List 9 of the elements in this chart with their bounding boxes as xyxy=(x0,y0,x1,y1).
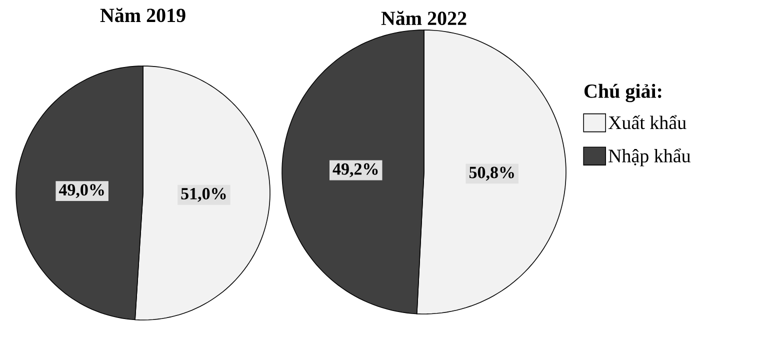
data-label: 49,2% xyxy=(332,163,378,178)
chart-title: Năm 2022 xyxy=(381,10,466,26)
data-label: 50,8% xyxy=(469,166,514,181)
legend-title: Chú giải: xyxy=(584,84,662,102)
legend-label: Nhập khẩu xyxy=(608,148,690,166)
data-label: 51,0% xyxy=(181,188,226,202)
data-label: 49,0% xyxy=(58,184,104,198)
chart-title: Năm 2019 xyxy=(100,8,186,22)
legend-label: Xuất khẩu xyxy=(608,115,686,130)
